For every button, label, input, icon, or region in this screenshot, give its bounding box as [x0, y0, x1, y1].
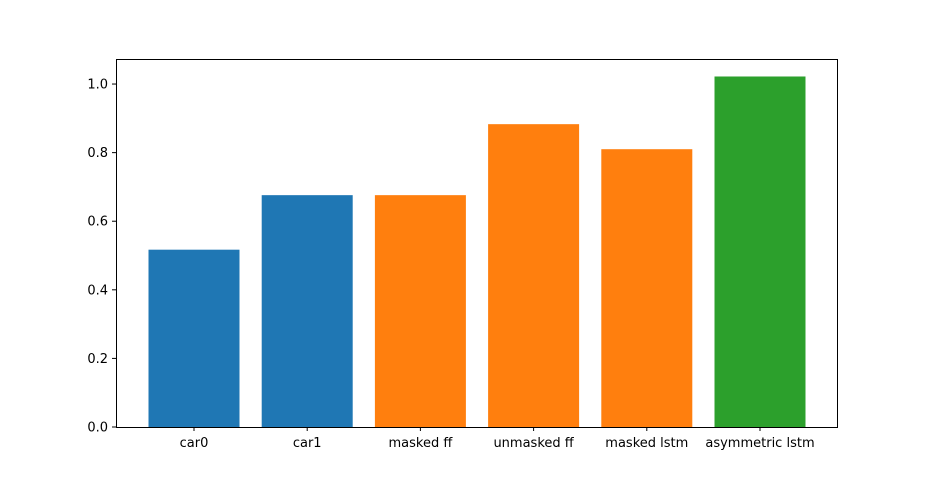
x-tick-label: asymmetric lstm [705, 436, 814, 451]
bar-unmasked-ff [488, 124, 580, 428]
y-tick-label: 1.0 [87, 78, 108, 93]
y-tick-label: 0.2 [87, 352, 108, 367]
y-tick-label: 0.4 [87, 283, 108, 298]
x-tick-label: car0 [180, 436, 209, 451]
y-axis: 0.0 0.2 0.4 0.6 0.8 1.0 [87, 78, 116, 436]
x-tick-label: masked ff [388, 436, 453, 451]
bars-group [148, 76, 806, 428]
x-tick-label: car1 [293, 436, 322, 451]
y-tick-label: 0.0 [87, 421, 108, 436]
x-tick-label: unmasked ff [493, 436, 574, 451]
bar-masked-ff [374, 195, 466, 427]
y-tick-label: 0.8 [87, 146, 108, 161]
bar-asymmetric-lstm [714, 76, 806, 427]
y-tick-label: 0.6 [87, 215, 108, 230]
bar-car0 [148, 249, 240, 427]
x-tick-label: masked lstm [605, 436, 688, 451]
bar-car1 [261, 195, 353, 427]
x-axis: car0 car1 masked ff unmasked ff masked lstm a… [180, 427, 815, 451]
bar-masked-lstm [601, 149, 693, 427]
plot-frame [116, 59, 838, 428]
